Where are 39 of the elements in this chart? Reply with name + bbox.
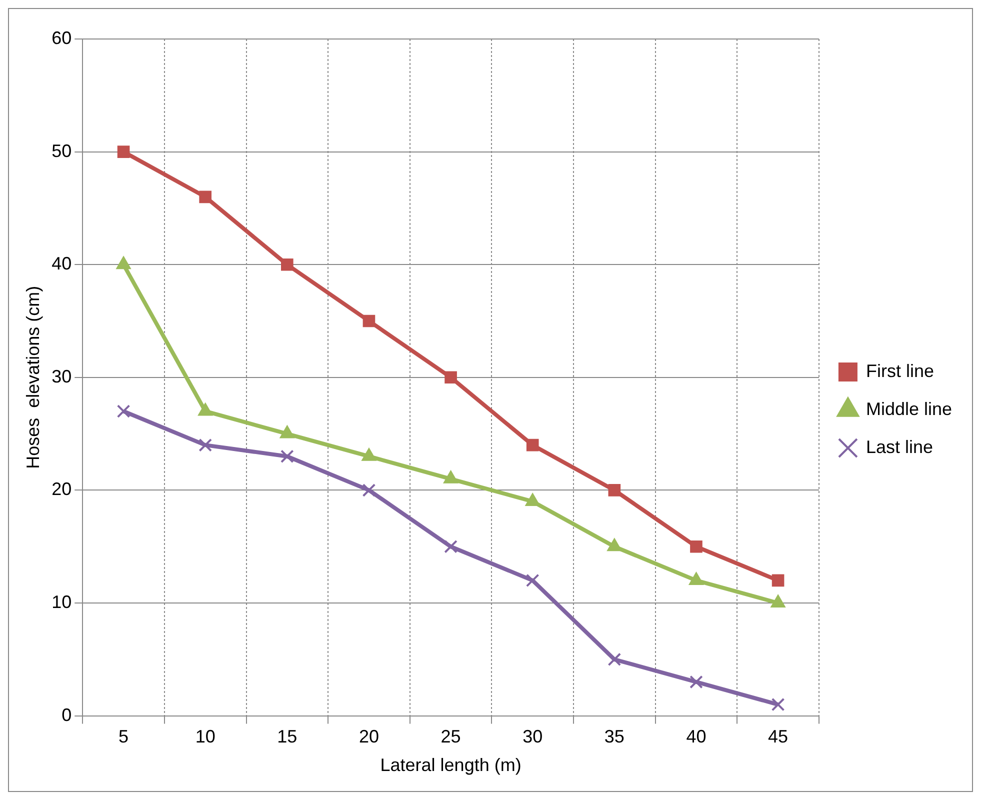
- x-tick-label: 40: [686, 726, 706, 747]
- y-tick-label: 50: [52, 140, 72, 161]
- point: [444, 540, 458, 554]
- point: [199, 190, 212, 204]
- point: [362, 484, 376, 497]
- point: [281, 258, 294, 271]
- legend-label: Last line: [866, 436, 933, 457]
- x-tick-label: 10: [195, 726, 216, 747]
- y-tick-label: 40: [52, 254, 72, 274]
- point: [362, 314, 376, 328]
- x-tick-label: 35: [604, 726, 624, 747]
- x-tick-label: 5: [118, 726, 129, 747]
- point: [198, 438, 212, 452]
- point: [526, 438, 539, 452]
- y-tick-label: 20: [52, 479, 72, 500]
- point: [772, 574, 784, 587]
- point: [117, 146, 130, 158]
- point: [116, 404, 130, 418]
- point: [690, 540, 702, 553]
- x-tick-label: 45: [768, 726, 788, 747]
- point: [280, 450, 294, 464]
- x-tick-label: 30: [522, 726, 543, 747]
- legend-label: Middle line: [866, 398, 952, 419]
- point: [526, 574, 540, 588]
- legend-label: First line: [866, 360, 934, 381]
- y-tick-label: 10: [52, 592, 72, 612]
- point: [690, 675, 703, 689]
- x-tick-label: 20: [358, 726, 379, 747]
- x-tick-label: 25: [440, 726, 461, 747]
- point: [444, 371, 457, 384]
- point: [771, 698, 785, 712]
- y-axis-title: Hoses elevations (cm): [22, 286, 43, 469]
- y-tick-label: 60: [52, 28, 72, 48]
- y-tick-label: 30: [52, 366, 72, 386]
- point: [608, 484, 621, 496]
- point: [608, 652, 622, 666]
- x-axis-title: Lateral length (m): [380, 755, 522, 776]
- x-tick-label: 15: [277, 726, 298, 747]
- y-tick-label: 0: [62, 704, 72, 725]
